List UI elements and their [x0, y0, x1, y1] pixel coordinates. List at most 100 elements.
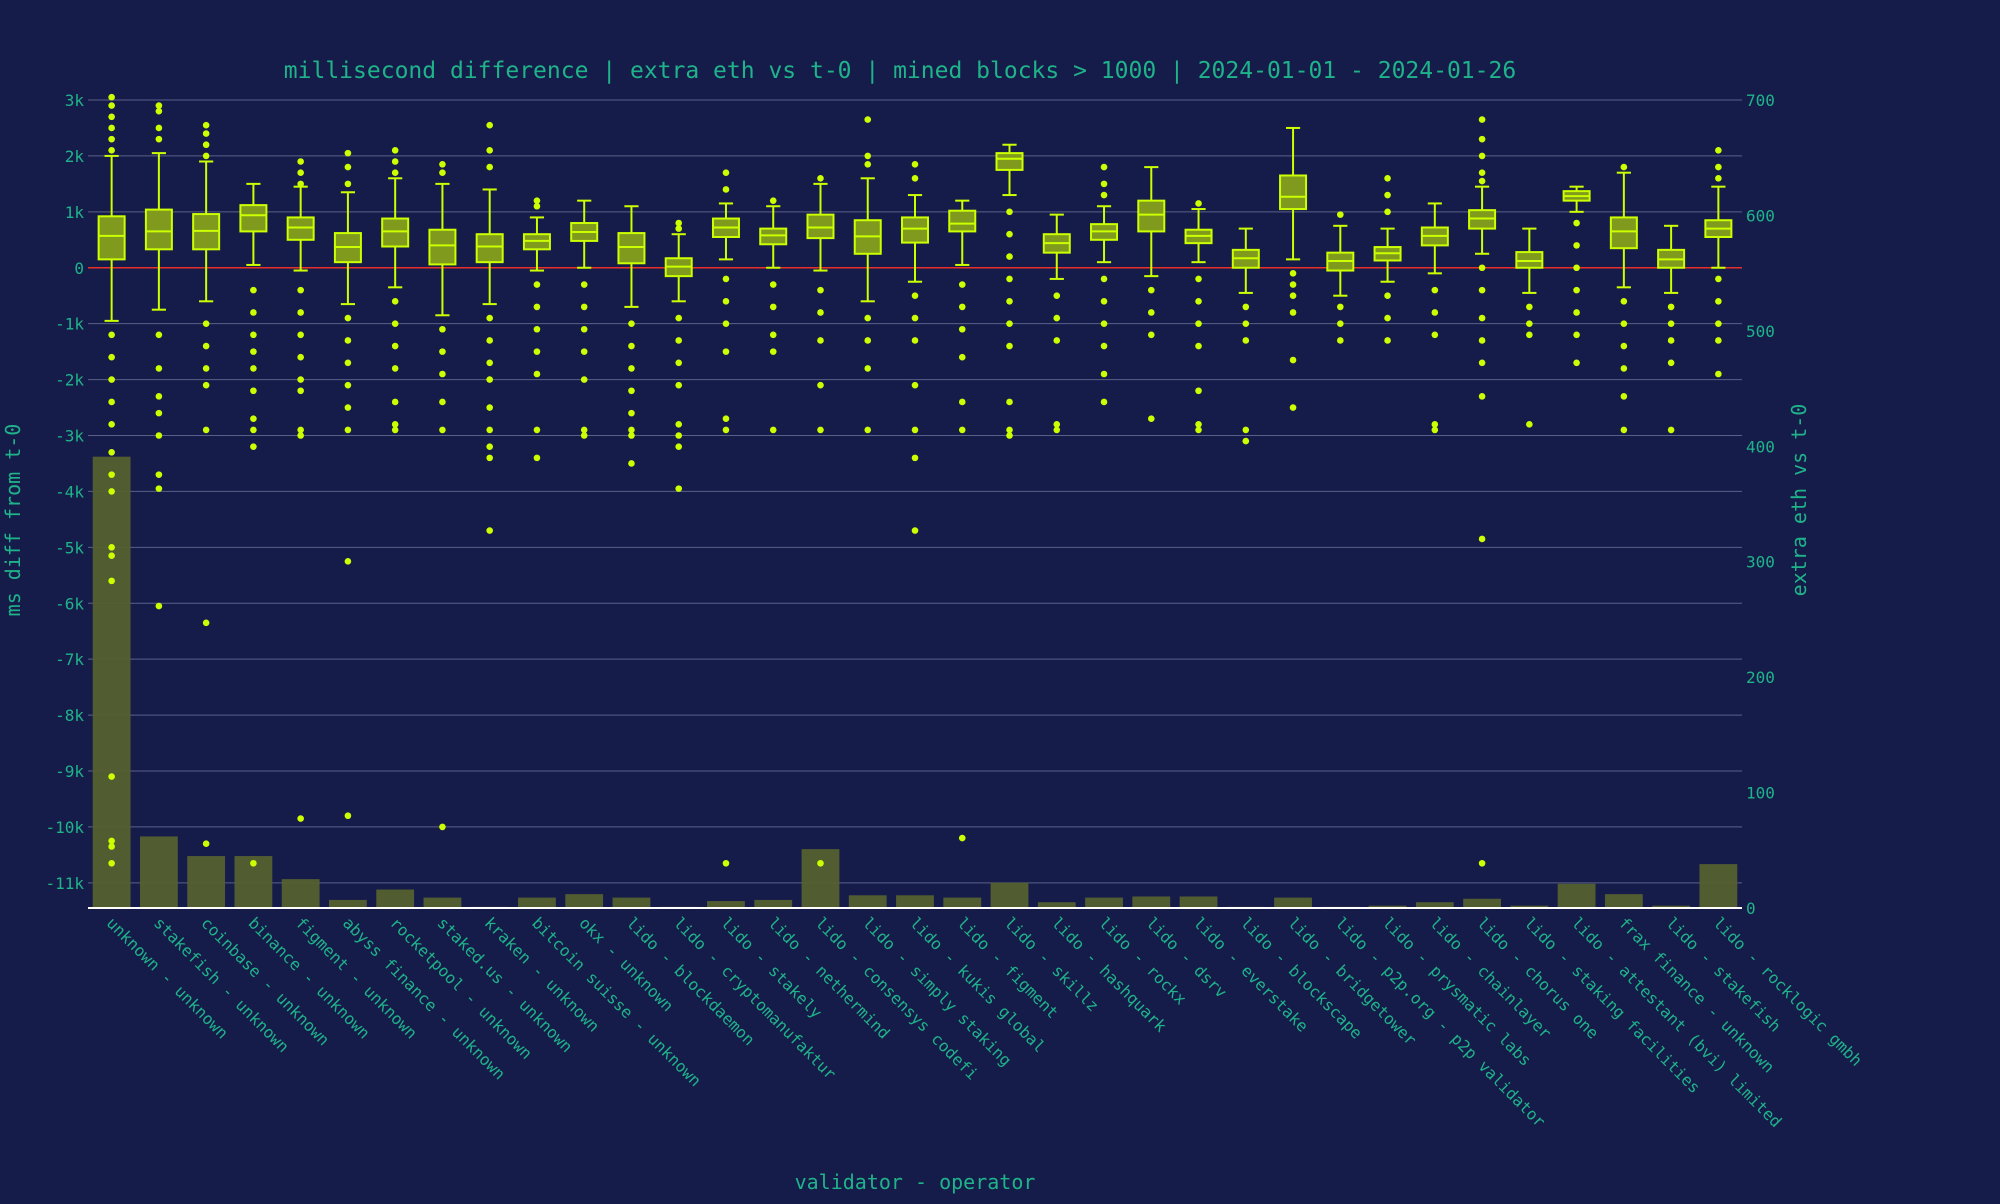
- outlier-point: [202, 152, 210, 160]
- outlier-point: [439, 348, 446, 355]
- box-10: [522, 197, 551, 462]
- outlier-point: [533, 370, 541, 378]
- box-iqr: [381, 217, 410, 248]
- bar: [139, 836, 178, 908]
- box-19: [948, 199, 977, 842]
- outlier-point: [722, 298, 730, 305]
- outlier-point: [155, 102, 163, 109]
- outlier-point: [297, 815, 304, 822]
- outlier-point: [1289, 270, 1297, 277]
- outlier-point: [344, 558, 352, 565]
- outlier-point: [769, 303, 777, 311]
- outlier-point: [202, 121, 210, 129]
- box-23: [1137, 166, 1166, 423]
- outlier-point: [391, 158, 399, 165]
- outlier-point: [1431, 331, 1439, 339]
- outlier-point: [864, 161, 872, 168]
- outlier-point: [1384, 314, 1391, 322]
- y2-axis-label: extra eth vs t-0: [1787, 404, 1811, 597]
- outlier-point: [722, 859, 730, 867]
- outlier-point: [533, 348, 541, 355]
- outlier-point: [1478, 116, 1486, 123]
- outlier-point: [1620, 298, 1628, 305]
- outlier-point: [911, 314, 919, 322]
- outlier-point: [1431, 421, 1439, 428]
- outlier-point: [1195, 387, 1202, 395]
- outlier-point: [1195, 275, 1202, 283]
- box-26: [1279, 126, 1308, 411]
- outlier-point: [202, 320, 210, 327]
- outlier-point: [911, 174, 919, 182]
- y-tick-label: -11k: [45, 874, 84, 893]
- outlier-point: [1100, 398, 1108, 406]
- outlier-point: [1667, 359, 1675, 367]
- y2-tick-label: 0: [1746, 899, 1756, 918]
- outlier-point: [297, 169, 304, 176]
- outlier-point: [1478, 135, 1486, 143]
- box-29: [1420, 202, 1449, 434]
- outlier-point: [1478, 393, 1486, 400]
- outlier-point: [911, 292, 919, 300]
- outlier-point: [391, 147, 399, 154]
- bar: [1037, 902, 1076, 908]
- bar: [754, 899, 793, 908]
- bar: [1274, 897, 1312, 908]
- box-iqr: [1137, 199, 1166, 233]
- box-iqr: [617, 232, 646, 265]
- outlier-point: [344, 426, 352, 434]
- outlier-point: [108, 353, 115, 361]
- box-24: [1184, 200, 1213, 434]
- outlier-point: [911, 337, 919, 344]
- box-iqr: [1609, 216, 1638, 250]
- outlier-point: [1006, 208, 1013, 216]
- outlier-point: [911, 426, 919, 434]
- outlier-point: [580, 348, 588, 355]
- outlier-point: [817, 337, 824, 344]
- outlier-point: [486, 376, 493, 383]
- outlier-point: [155, 135, 163, 143]
- bar: [1510, 905, 1549, 908]
- y2-tick-label: 300: [1746, 553, 1775, 572]
- outlier-point: [202, 840, 210, 847]
- outlier-point: [1478, 314, 1486, 322]
- bar: [518, 897, 556, 908]
- outlier-point: [911, 381, 919, 389]
- outlier-point: [486, 147, 493, 154]
- outlier-point: [1337, 320, 1344, 327]
- outlier-point: [1289, 281, 1297, 288]
- outlier-point: [533, 426, 541, 434]
- outlier-point: [202, 130, 210, 137]
- outlier-point: [817, 426, 824, 434]
- bar: [612, 897, 651, 908]
- box-iqr: [239, 204, 268, 233]
- outlier-point: [391, 342, 399, 350]
- outlier-point: [1195, 320, 1202, 327]
- outlier-point: [1478, 264, 1486, 272]
- outlier-point: [108, 552, 115, 560]
- outlier-point: [958, 426, 966, 434]
- y-tick-label: -9k: [55, 762, 84, 781]
- outlier-point: [1573, 359, 1580, 367]
- outlier-point: [958, 834, 966, 842]
- outlier-point: [202, 365, 210, 372]
- outlier-point: [1384, 191, 1391, 199]
- outlier-point: [1715, 275, 1722, 283]
- outlier-point: [1053, 292, 1061, 300]
- outlier-point: [1573, 309, 1580, 316]
- outlier-point: [1620, 393, 1628, 400]
- outlier-point: [864, 426, 872, 434]
- outlier-point: [1006, 320, 1013, 327]
- bar: [801, 849, 840, 908]
- outlier-point: [155, 485, 163, 492]
- outlier-point: [202, 381, 210, 389]
- outlier-point: [486, 527, 493, 534]
- outlier-point: [297, 180, 304, 188]
- outlier-point: [108, 448, 115, 456]
- outlier-point: [817, 309, 824, 316]
- y-tick-label: -5k: [55, 538, 84, 557]
- box-34: [1657, 224, 1686, 434]
- outlier-point: [1100, 298, 1108, 305]
- box-21: [1042, 213, 1071, 434]
